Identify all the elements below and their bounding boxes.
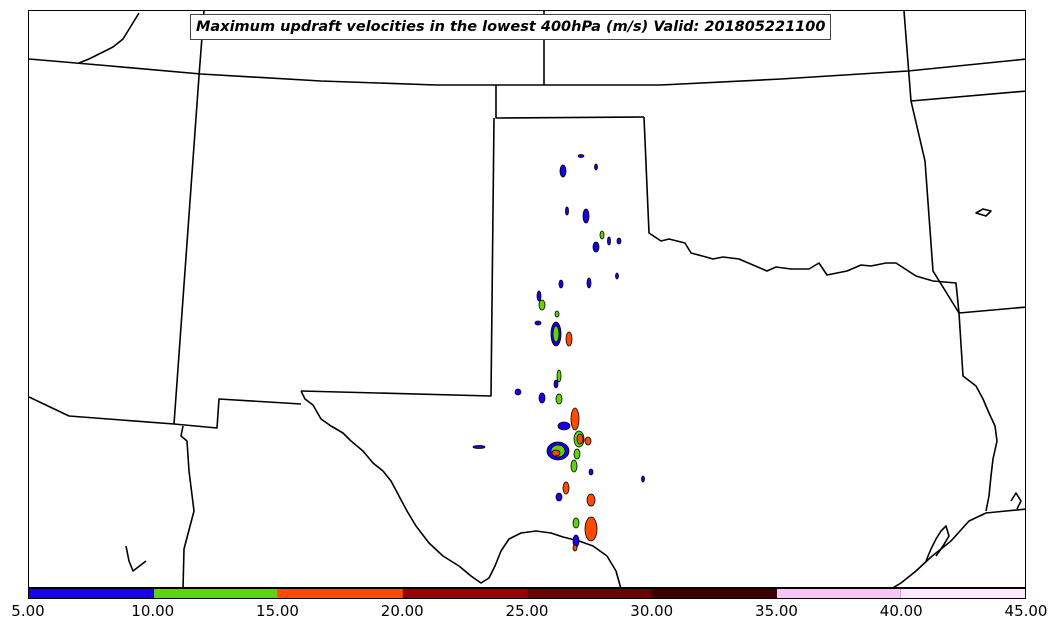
gulf-of-california-coast	[125, 545, 147, 572]
updraft-cell	[558, 279, 564, 289]
louisiana-coast	[925, 525, 950, 562]
updraft-cell	[572, 544, 578, 552]
updraft-cell	[555, 393, 563, 405]
updraft-cell	[562, 481, 570, 495]
colorbar-tick-label: 5.00	[11, 602, 45, 620]
colorbar-tick-label: 35.00	[755, 602, 798, 620]
updraft-cell	[554, 310, 560, 318]
map-frame	[28, 10, 1026, 588]
border-az-nm-south	[29, 396, 302, 429]
coastline-northwest	[78, 12, 140, 64]
updraft-cell	[588, 468, 594, 476]
colorbar-segment	[402, 589, 528, 598]
colorbar-tick-label: 40.00	[879, 602, 923, 620]
colorbar-tick-label: 15.00	[256, 602, 299, 620]
red-river	[643, 116, 960, 314]
updraft-cell	[572, 517, 580, 529]
colorbar	[28, 588, 1026, 599]
border-ks-ok-north	[495, 85, 645, 119]
updraft-cell	[599, 230, 605, 240]
updraft-cell	[616, 237, 622, 245]
basemap	[29, 11, 1025, 587]
updraft-cell	[570, 407, 580, 431]
northern-boundary-line	[29, 58, 1025, 86]
updraft-cell	[536, 290, 542, 302]
map-title: Maximum updraft velocities in the lowest…	[190, 14, 832, 40]
updraft-cell	[592, 241, 600, 253]
updraft-cell	[538, 299, 546, 311]
updraft-cell	[538, 392, 546, 404]
mississippi-delta	[1010, 492, 1022, 510]
updraft-cell	[565, 206, 569, 216]
state-boundaries	[29, 11, 1025, 587]
updraft-cell	[584, 436, 592, 446]
updraft-cell	[615, 272, 619, 280]
colorbar-segment	[29, 589, 154, 598]
updraft-cell	[553, 379, 559, 389]
updraft-cell	[594, 163, 598, 171]
updraft-cell	[514, 388, 522, 396]
colorbar-tick-label: 45.00	[1004, 602, 1048, 620]
updraft-cell	[586, 493, 596, 507]
updraft-cell	[551, 449, 561, 457]
border-az-mexico	[180, 425, 195, 587]
updraft-cell	[556, 369, 562, 383]
border-ia-mo-vertical	[903, 11, 912, 102]
colorbar-tick-label: 25.00	[505, 602, 549, 620]
updraft-cell	[570, 459, 578, 473]
colorbar-segment	[153, 589, 279, 598]
colorbar-tick-label: 20.00	[380, 602, 424, 620]
colorbar-segment	[278, 589, 403, 598]
updraft-field	[472, 154, 645, 552]
updraft-cell	[559, 164, 567, 178]
colorbar-segment	[527, 589, 653, 598]
border-mo-line	[910, 90, 1025, 102]
updraft-cell	[641, 475, 645, 483]
updraft-cell	[607, 236, 611, 246]
updraft-cell	[565, 331, 573, 347]
updraft-cell	[472, 445, 486, 449]
updraft-cell	[584, 516, 598, 542]
updraft-cell	[582, 208, 590, 224]
updraft-cell	[586, 277, 592, 289]
updraft-cell	[534, 320, 542, 326]
updraft-cell	[557, 421, 571, 431]
updraft-cell	[573, 448, 581, 460]
colorbar-segment	[901, 589, 1025, 598]
rio-grande	[300, 390, 622, 587]
colorbar-segment	[652, 589, 777, 598]
border-tx-nm	[300, 117, 495, 397]
updraft-cell	[577, 154, 585, 158]
texas-gulf-coast	[892, 508, 1025, 587]
border-ok-ar	[910, 100, 1025, 314]
border-tx-la	[958, 312, 998, 512]
updraft-cell	[552, 325, 560, 343]
lake-outline	[975, 208, 992, 217]
colorbar-tick-label: 10.00	[131, 602, 175, 620]
colorbar-segment	[776, 589, 902, 598]
updraft-cell	[555, 492, 563, 502]
updraft-cell	[576, 433, 584, 445]
colorbar-tick-label: 30.00	[630, 602, 674, 620]
